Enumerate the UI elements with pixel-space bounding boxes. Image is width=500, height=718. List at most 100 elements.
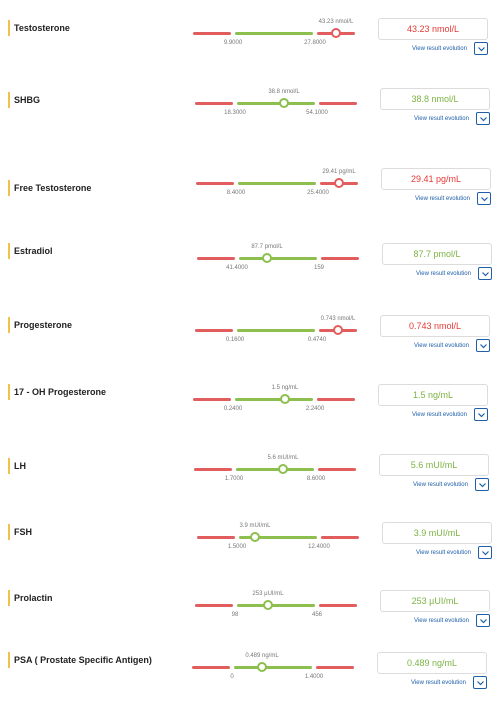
result-row-lh: LH 5.6 mUI/mL 1.7000 8.6000 5.6 mUI/mL V… (0, 454, 500, 524)
value-marker (334, 178, 344, 188)
range-gauge: 3.9 mUI/mL 1.5000 12.4000 (197, 522, 359, 562)
result-row-testosterone: Testosterone 43.23 nmol/L 9.9000 27.8000… (0, 18, 500, 88)
result-value-box: 29.41 pg/mL (381, 168, 491, 190)
result-value-box: 3.9 mUI/mL (382, 522, 492, 544)
value-label: 1.5 ng/mL (271, 385, 299, 391)
value-marker (262, 253, 272, 263)
range-gauge: 38.8 nmol/L 18.3000 54.1000 (195, 88, 357, 128)
chevron-down-icon (478, 413, 485, 418)
range-low-label: 98 (231, 612, 239, 618)
test-name: LH (8, 458, 26, 474)
range-normal-segment (237, 329, 315, 332)
range-high-label: 27.8000 (304, 40, 326, 46)
expand-button[interactable] (474, 42, 488, 55)
view-result-evolution-link[interactable]: View result evolution (416, 550, 471, 556)
expand-button[interactable] (476, 614, 490, 627)
range-high-label: 25.4000 (307, 190, 329, 196)
result-row-17-oh-progesterone: 17 - OH Progesterone 1.5 ng/mL 0.2400 2.… (0, 384, 500, 454)
expand-button[interactable] (474, 408, 488, 421)
value-marker (279, 98, 289, 108)
test-name: SHBG (8, 92, 40, 108)
range-normal-segment (237, 102, 315, 105)
test-name: FSH (8, 524, 32, 540)
value-label: 5.6 mUI/mL (267, 455, 299, 461)
value-label: 38.8 nmol/L (268, 89, 300, 95)
range-low-label: 0.2400 (223, 406, 243, 412)
view-result-evolution-link[interactable]: View result evolution (411, 680, 466, 686)
chevron-down-icon (482, 551, 489, 556)
result-row-psa-prostate-specific-antigen: PSA ( Prostate Specific Antigen) 0.489 n… (0, 652, 500, 718)
test-name: PSA ( Prostate Specific Antigen) (8, 652, 152, 668)
view-result-evolution-link[interactable]: View result evolution (415, 196, 470, 202)
range-high-label: 54.1000 (306, 110, 328, 116)
result-value-box: 43.23 nmol/L (378, 18, 488, 40)
view-result-evolution-link[interactable]: View result evolution (412, 46, 467, 52)
range-low-segment (194, 468, 232, 471)
range-gauge: 0.489 ng/mL 0 1.4000 (192, 652, 354, 692)
range-high-label: 456 (311, 612, 323, 618)
range-low-label: 8.4000 (226, 190, 246, 196)
view-result-evolution-link[interactable]: View result evolution (413, 482, 468, 488)
range-high-segment (316, 666, 354, 669)
range-low-segment (192, 666, 230, 669)
range-high-label: 2.2400 (305, 406, 325, 412)
value-label: 253 µUI/mL (252, 591, 284, 597)
result-value-box: 87.7 pmol/L (382, 243, 492, 265)
value-label: 0.743 nmol/L (320, 316, 356, 322)
result-value-box: 0.489 ng/mL (377, 652, 487, 674)
range-gauge: 5.6 mUI/mL 1.7000 8.6000 (194, 454, 356, 494)
result-value-box: 38.8 nmol/L (380, 88, 490, 110)
expand-button[interactable] (478, 267, 492, 280)
view-result-evolution-link[interactable]: View result evolution (414, 618, 469, 624)
test-name: Prolactin (8, 590, 53, 606)
view-result-evolution-link[interactable]: View result evolution (416, 271, 471, 277)
value-marker (331, 28, 341, 38)
expand-button[interactable] (476, 339, 490, 352)
value-label: 3.9 mUI/mL (239, 523, 271, 529)
range-high-segment (321, 257, 359, 260)
range-low-label: 1.7000 (224, 476, 244, 482)
range-normal-segment (235, 32, 313, 35)
value-label: 87.7 pmol/L (251, 244, 283, 250)
range-low-segment (197, 536, 235, 539)
value-marker (333, 325, 343, 335)
range-normal-segment (239, 536, 317, 539)
test-name: Free Testosterone (8, 180, 91, 196)
view-result-evolution-link[interactable]: View result evolution (414, 343, 469, 349)
range-normal-segment (236, 468, 314, 471)
chevron-down-icon (481, 197, 488, 202)
value-marker (278, 464, 288, 474)
expand-button[interactable] (477, 192, 491, 205)
range-low-label: 1.5000 (227, 544, 247, 550)
range-high-segment (321, 536, 359, 539)
range-gauge: 29.41 pg/mL 8.4000 25.4000 (196, 168, 358, 208)
result-row-estradiol: Estradiol 87.7 pmol/L 41.4000 159 87.7 p… (0, 243, 500, 313)
range-low-segment (193, 398, 231, 401)
view-result-evolution-link[interactable]: View result evolution (412, 412, 467, 418)
range-high-label: 159 (313, 265, 325, 271)
value-label: 29.41 pg/mL (322, 169, 356, 175)
test-name: Estradiol (8, 243, 53, 259)
expand-button[interactable] (475, 478, 489, 491)
test-name: Testosterone (8, 20, 70, 36)
range-gauge: 253 µUI/mL 98 456 (195, 590, 357, 630)
expand-button[interactable] (478, 546, 492, 559)
value-marker (280, 394, 290, 404)
result-value-box: 0.743 nmol/L (380, 315, 490, 337)
range-low-label: 18.3000 (224, 110, 246, 116)
view-result-evolution-link[interactable]: View result evolution (414, 116, 469, 122)
chevron-down-icon (477, 681, 484, 686)
chevron-down-icon (482, 272, 489, 277)
expand-button[interactable] (476, 112, 490, 125)
value-label: 43.23 nmol/L (318, 19, 354, 25)
range-high-label: 1.4000 (304, 674, 324, 680)
range-normal-segment (235, 398, 313, 401)
range-gauge: 1.5 ng/mL 0.2400 2.2400 (193, 384, 355, 424)
result-row-progesterone: Progesterone 0.743 nmol/L 0.1600 0.4740 … (0, 315, 500, 385)
range-low-label: 0.1600 (225, 337, 245, 343)
expand-button[interactable] (473, 676, 487, 689)
value-marker (250, 532, 260, 542)
value-marker (263, 600, 273, 610)
range-high-segment (319, 604, 357, 607)
chevron-down-icon (480, 344, 487, 349)
